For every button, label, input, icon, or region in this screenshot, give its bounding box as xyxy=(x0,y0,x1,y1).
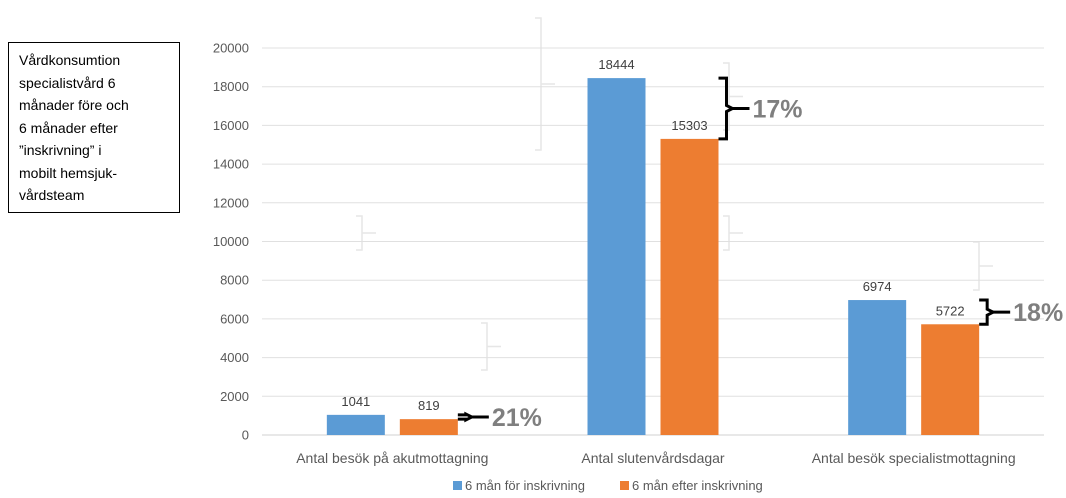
faint-bracket xyxy=(973,242,993,290)
data-label: 1041 xyxy=(341,394,370,409)
y-tick-label: 14000 xyxy=(213,157,249,172)
category-label: Antal besök på akutmottagning xyxy=(296,450,488,466)
y-tick-label: 2000 xyxy=(220,389,249,404)
percentage-label: 17% xyxy=(753,95,803,123)
faint-bracket xyxy=(356,216,376,250)
side-note-line: specialistvård 6 xyxy=(19,72,169,95)
y-tick-label: 4000 xyxy=(220,350,249,365)
data-label: 18444 xyxy=(598,57,634,72)
y-tick-label: 8000 xyxy=(220,273,249,288)
faint-bracket xyxy=(535,18,555,150)
data-label: 819 xyxy=(418,398,440,413)
bracket xyxy=(719,78,733,139)
side-note-box: Vårdkonsumtion specialistvård 6 månader … xyxy=(8,42,180,213)
faint-bracket xyxy=(481,323,501,370)
percentage-label: 18% xyxy=(1013,299,1063,327)
y-tick-label: 6000 xyxy=(220,311,249,326)
data-label: 6974 xyxy=(863,279,892,294)
legend-label: 6 mån för inskrivning xyxy=(465,478,585,493)
data-label: 5722 xyxy=(936,303,965,318)
bars xyxy=(327,78,979,435)
side-note-line: 6 månader efter xyxy=(19,117,169,140)
data-label: 15303 xyxy=(671,118,707,133)
side-note-line: mobilt hemsjuk- xyxy=(19,162,169,185)
bar xyxy=(327,415,385,435)
y-tick-label: 12000 xyxy=(213,195,249,210)
y-tick-label: 10000 xyxy=(213,234,249,249)
bar xyxy=(400,419,458,435)
y-tick-label: 0 xyxy=(242,428,249,443)
category-labels: Antal besök på akutmottagning Antal slute… xyxy=(296,450,1015,466)
faint-bracket xyxy=(723,216,743,250)
percentage-label: 21% xyxy=(492,404,542,432)
side-note-line: månader före och xyxy=(19,94,169,117)
y-tick-label: 16000 xyxy=(213,118,249,133)
y-tick-label: 18000 xyxy=(213,79,249,94)
bar xyxy=(661,139,719,435)
bar xyxy=(921,324,979,435)
category-label: Antal slutenvårdsdagar xyxy=(581,450,725,466)
legend-swatch xyxy=(620,481,629,490)
bar xyxy=(588,78,646,435)
bar xyxy=(848,300,906,435)
category-label: Antal besök specialistmottagning xyxy=(812,450,1016,466)
side-note-line: Vårdkonsumtion xyxy=(19,49,169,72)
y-axis-ticks: 0 2000 4000 6000 8000 10000 12000 14000 16000 180… xyxy=(213,41,249,443)
bracket xyxy=(458,414,472,420)
legend-label: 6 mån efter inskrivning xyxy=(632,478,763,493)
legend-swatch xyxy=(453,481,462,490)
bracket xyxy=(979,300,993,324)
side-note-line: vårdsteam xyxy=(19,184,169,207)
side-note-line: ”inskrivning” i xyxy=(19,139,169,162)
y-tick-label: 20000 xyxy=(213,41,249,56)
legend: 6 mån för inskrivning 6 mån efter inskriv… xyxy=(453,478,763,493)
